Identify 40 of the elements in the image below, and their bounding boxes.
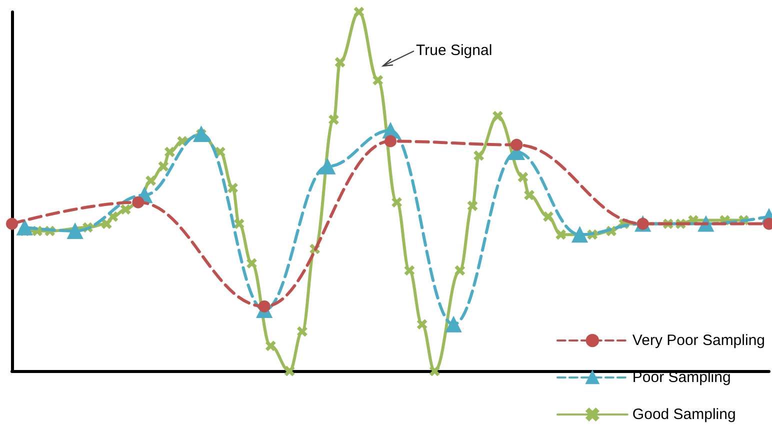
point — [446, 316, 462, 332]
point — [384, 135, 396, 148]
legend-label: Good Sampling — [632, 406, 736, 423]
point — [258, 300, 270, 312]
point — [543, 212, 554, 222]
legend-label: Very Poor Sampling — [632, 332, 766, 349]
point — [120, 204, 131, 214]
point — [430, 366, 440, 376]
point — [164, 147, 175, 158]
point — [372, 75, 383, 86]
point — [468, 200, 478, 211]
point — [392, 197, 402, 208]
point — [284, 366, 295, 376]
point — [524, 190, 534, 200]
point — [266, 340, 276, 351]
point — [328, 114, 339, 125]
point — [454, 265, 465, 276]
point — [246, 258, 257, 268]
point — [556, 230, 566, 240]
point — [228, 182, 238, 193]
point — [518, 172, 528, 182]
point — [417, 319, 428, 330]
point — [193, 126, 210, 142]
point — [492, 111, 503, 122]
point — [158, 161, 168, 172]
point — [354, 7, 364, 17]
point — [234, 218, 244, 229]
point — [67, 222, 84, 239]
point — [146, 176, 156, 186]
point — [572, 226, 588, 243]
point — [474, 150, 484, 161]
point — [510, 138, 523, 151]
annotation: True Signal — [416, 42, 492, 59]
point — [404, 265, 414, 276]
point — [319, 158, 336, 174]
point — [16, 219, 33, 236]
point — [215, 147, 226, 158]
point — [297, 326, 308, 337]
point — [335, 57, 346, 68]
point — [6, 218, 18, 230]
